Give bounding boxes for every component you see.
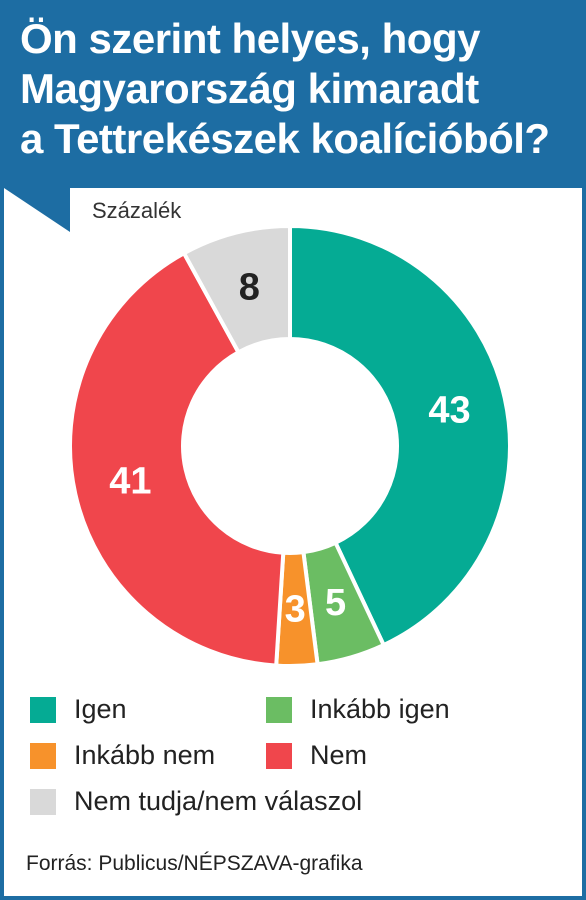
chart-title: Ön szerint helyes, hogy Magyarország kim… bbox=[20, 14, 576, 164]
legend-label-nem: Nem bbox=[310, 740, 368, 770]
header-banner: Ön szerint helyes, hogy Magyarország kim… bbox=[0, 0, 586, 188]
source-note: Forrás: Publicus/NÉPSZAVA-grafika bbox=[26, 852, 363, 875]
unit-label: Százalék bbox=[92, 198, 182, 223]
title-line-1: Ön szerint helyes, hogy bbox=[20, 15, 480, 62]
frame-border-right bbox=[582, 0, 586, 900]
legend-label-igen: Igen bbox=[74, 694, 127, 724]
title-line-2: Magyarország kimaradt bbox=[20, 65, 479, 112]
legend-label-inkabb-nem: Inkább nem bbox=[74, 740, 216, 770]
frame-border-bottom bbox=[0, 896, 586, 900]
legend-label-nem-tudja: Nem tudja/nem válaszol bbox=[74, 786, 363, 816]
legend-swatch-igen bbox=[30, 696, 56, 723]
value-label-igen: 43 bbox=[428, 389, 470, 431]
legend-item-nem: Nem bbox=[266, 740, 367, 771]
value-label-inkabb-nem: 3 bbox=[285, 588, 306, 630]
legend-swatch-nem bbox=[266, 742, 292, 769]
value-label-nem-tudja-nem-valaszol: 8 bbox=[239, 267, 260, 309]
legend-swatch-nem-tudja bbox=[30, 788, 56, 815]
value-label-nem: 41 bbox=[109, 461, 151, 503]
legend-item-igen: Igen bbox=[30, 694, 127, 725]
legend-swatch-inkabb-nem bbox=[30, 742, 56, 769]
title-line-3: a Tettrekészek koalícióból? bbox=[20, 115, 550, 162]
value-label-inkabb-igen: 5 bbox=[325, 582, 346, 624]
slice-igen bbox=[288, 223, 512, 648]
legend-item-nem-tudja: Nem tudja/nem válaszol bbox=[30, 786, 362, 817]
legend-item-inkabb-nem: Inkább nem bbox=[30, 740, 215, 771]
legend-label-inkabb-igen: Inkább igen bbox=[310, 694, 450, 724]
slice-nem-tudja-nem-valaszol bbox=[181, 223, 292, 355]
frame-border-left bbox=[0, 0, 4, 900]
legend-item-inkabb-igen: Inkább igen bbox=[266, 694, 450, 725]
header-notch bbox=[4, 188, 70, 232]
legend-swatch-inkabb-igen bbox=[266, 696, 292, 723]
donut-chart: 43 53 41 8 bbox=[68, 223, 512, 668]
slice-nem bbox=[68, 250, 286, 668]
